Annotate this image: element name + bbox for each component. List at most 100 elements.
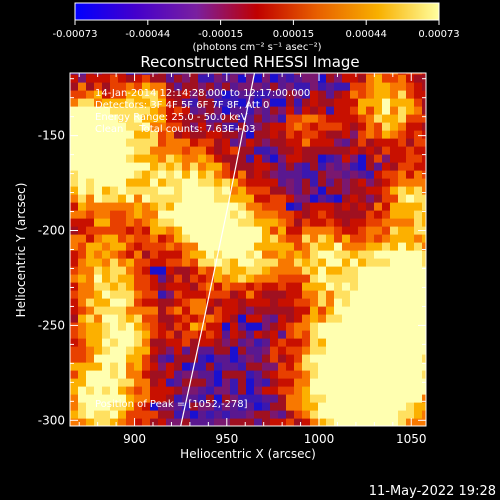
map-pixel: [174, 218, 183, 227]
map-pixel: [350, 250, 359, 259]
map-pixel: [270, 346, 279, 355]
map-pixel: [286, 234, 295, 243]
map-pixel: [70, 330, 79, 339]
map-pixel: [334, 354, 343, 363]
map-pixel: [374, 258, 383, 267]
map-pixel: [166, 242, 175, 251]
map-pixel: [70, 370, 79, 379]
map-pixel: [350, 194, 359, 203]
map-pixel: [318, 82, 327, 91]
map-pixel: [118, 322, 127, 331]
map-pixel: [126, 370, 135, 379]
map-pixel: [262, 250, 271, 259]
map-pixel: [230, 378, 239, 387]
map-pixel: [302, 314, 311, 323]
map-pixel: [302, 82, 311, 91]
map-pixel: [246, 74, 255, 83]
map-pixel: [206, 162, 215, 171]
map-pixel: [422, 178, 426, 187]
map-pixel: [406, 290, 415, 299]
map-pixel: [406, 226, 415, 235]
colorbar-tick-label: -0.00073: [53, 29, 98, 40]
map-pixel: [158, 73, 167, 75]
map-pixel: [294, 90, 303, 99]
map-pixel: [190, 178, 199, 187]
map-pixel: [366, 274, 375, 283]
map-pixel: [270, 314, 279, 323]
map-pixel: [134, 178, 143, 187]
map-pixel: [366, 298, 375, 307]
map-pixel: [230, 314, 239, 323]
map-pixel: [134, 338, 143, 347]
map-pixel: [214, 218, 223, 227]
map-pixel: [110, 210, 119, 219]
map-pixel: [78, 274, 87, 283]
map-pixel: [134, 122, 143, 131]
map-pixel: [142, 290, 151, 299]
map-pixel: [102, 170, 111, 179]
map-pixel: [94, 306, 103, 315]
map-pixel: [158, 154, 167, 163]
map-pixel: [406, 266, 415, 275]
map-pixel: [358, 178, 367, 187]
map-pixel: [198, 346, 207, 355]
map-pixel: [358, 122, 367, 131]
map-pixel: [382, 234, 391, 243]
map-pixel: [270, 106, 279, 115]
map-pixel: [102, 346, 111, 355]
map-pixel: [318, 418, 327, 426]
map-pixel: [126, 258, 135, 267]
map-pixel: [262, 386, 271, 395]
map-pixel: [110, 154, 119, 163]
map-pixel: [206, 354, 215, 363]
map-pixel: [358, 274, 367, 283]
map-pixel: [134, 138, 143, 147]
map-pixel: [382, 106, 391, 115]
map-pixel: [294, 258, 303, 267]
map-pixel: [174, 186, 183, 195]
map-pixel: [358, 218, 367, 227]
map-pixel: [190, 322, 199, 331]
map-pixel: [78, 226, 87, 235]
map-pixel: [286, 138, 295, 147]
map-pixel: [70, 402, 79, 411]
map-pixel: [414, 90, 423, 99]
map-pixel: [110, 378, 119, 387]
map-pixel: [414, 394, 423, 403]
map-pixel: [270, 162, 279, 171]
map-pixel: [422, 242, 426, 251]
map-pixel: [326, 362, 335, 371]
map-pixel: [374, 218, 383, 227]
map-pixel: [206, 106, 215, 115]
map-pixel: [342, 322, 351, 331]
map-pixel: [182, 386, 191, 395]
map-pixel: [262, 330, 271, 339]
map-pixel: [318, 210, 327, 219]
map-pixel: [246, 362, 255, 371]
map-pixel: [174, 322, 183, 331]
map-pixel: [286, 114, 295, 123]
map-pixel: [166, 138, 175, 147]
map-pixel: [286, 338, 295, 347]
map-pixel: [78, 330, 87, 339]
map-pixel: [366, 306, 375, 315]
map-pixel: [94, 402, 103, 411]
map-pixel: [214, 306, 223, 315]
map-pixel: [70, 306, 79, 315]
map-pixel: [374, 186, 383, 195]
map-pixel: [150, 314, 159, 323]
map-pixel: [246, 194, 255, 203]
map-pixel: [102, 162, 111, 171]
map-pixel: [406, 402, 415, 411]
map-pixel: [134, 170, 143, 179]
map-pixel: [118, 82, 127, 91]
map-pixel: [406, 354, 415, 363]
map-pixel: [110, 234, 119, 243]
map-pixel: [310, 266, 319, 275]
map-pixel: [342, 194, 351, 203]
map-pixel: [78, 418, 87, 426]
map-pixel: [310, 114, 319, 123]
map-pixel: [198, 306, 207, 315]
map-pixel: [382, 162, 391, 171]
map-pixel: [350, 290, 359, 299]
